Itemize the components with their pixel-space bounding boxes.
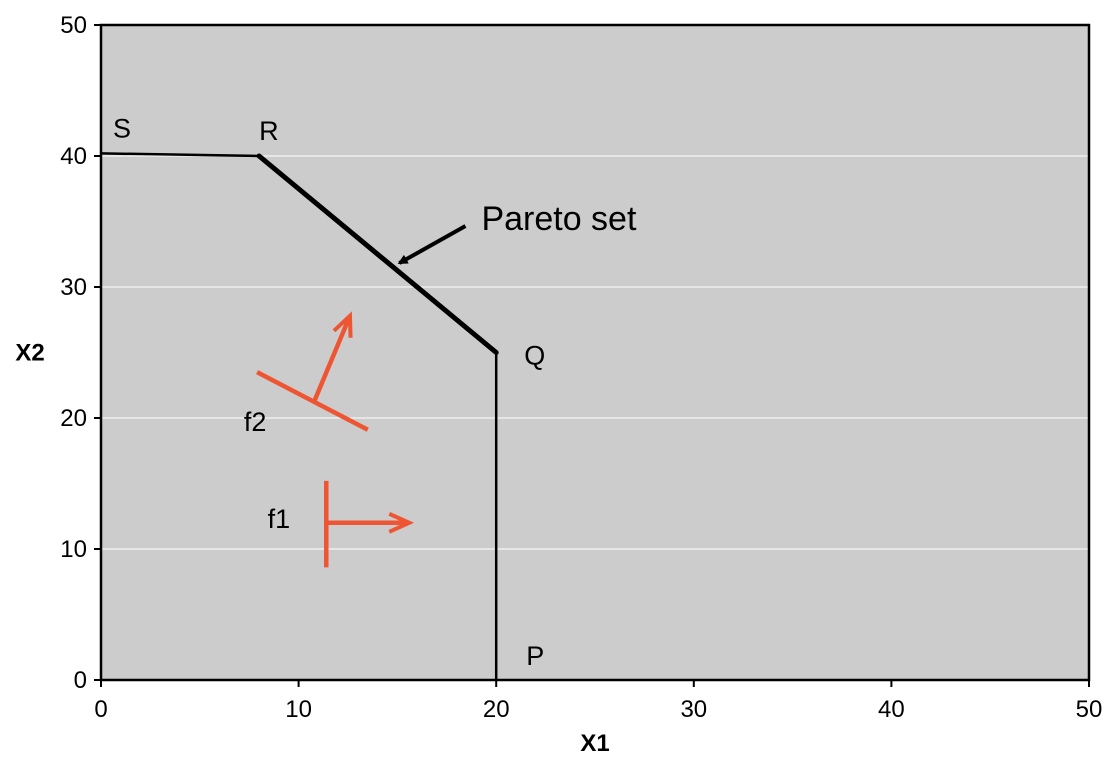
ticks: 0 10 20 30 40 50 0 10 20 30 40 50 [60,12,1102,723]
y-tick-label-20: 20 [60,405,87,432]
y-tick-label-10: 10 [60,536,87,563]
f1-arrow-head [388,511,415,534]
labels: S R Q Pf1 f2 [113,113,545,671]
pareto-set-line [256,153,499,355]
x-tick-label-20: 20 [483,696,510,723]
axes [99,23,1091,682]
point-label-Q: Q [524,341,545,371]
x-tick-label-40: 40 [878,696,905,723]
plot-border [99,23,1091,682]
y-tick-label-40: 40 [60,143,87,170]
series [100,152,499,680]
objective-label-f1: f1 [268,504,291,534]
y-tick-label-0: 0 [74,667,87,694]
y-axis-title: X2 [15,340,44,367]
x-tick-label-10: 10 [285,696,312,723]
pareto-set-arrow [397,224,467,265]
plot-area [101,25,1089,680]
x-axis-title: X1 [580,730,609,757]
f2-arrow-head [332,311,353,338]
x-tick-label-50: 50 [1076,696,1103,723]
point-label-S: S [113,113,131,143]
pareto-set-annotation: Pareto set [481,200,637,238]
y-tick-label-50: 50 [60,12,87,39]
point-label-R: R [259,116,279,146]
objective-label-f2: f2 [244,407,267,437]
x-tick-label-30: 30 [680,696,707,723]
point-label-P: P [526,641,544,671]
y-tick-label-30: 30 [60,274,87,301]
gridlines [101,155,1089,550]
x-tick-label-0: 0 [94,696,107,723]
f2-direction-arrow [312,314,353,402]
f2-contour-line [256,370,369,432]
